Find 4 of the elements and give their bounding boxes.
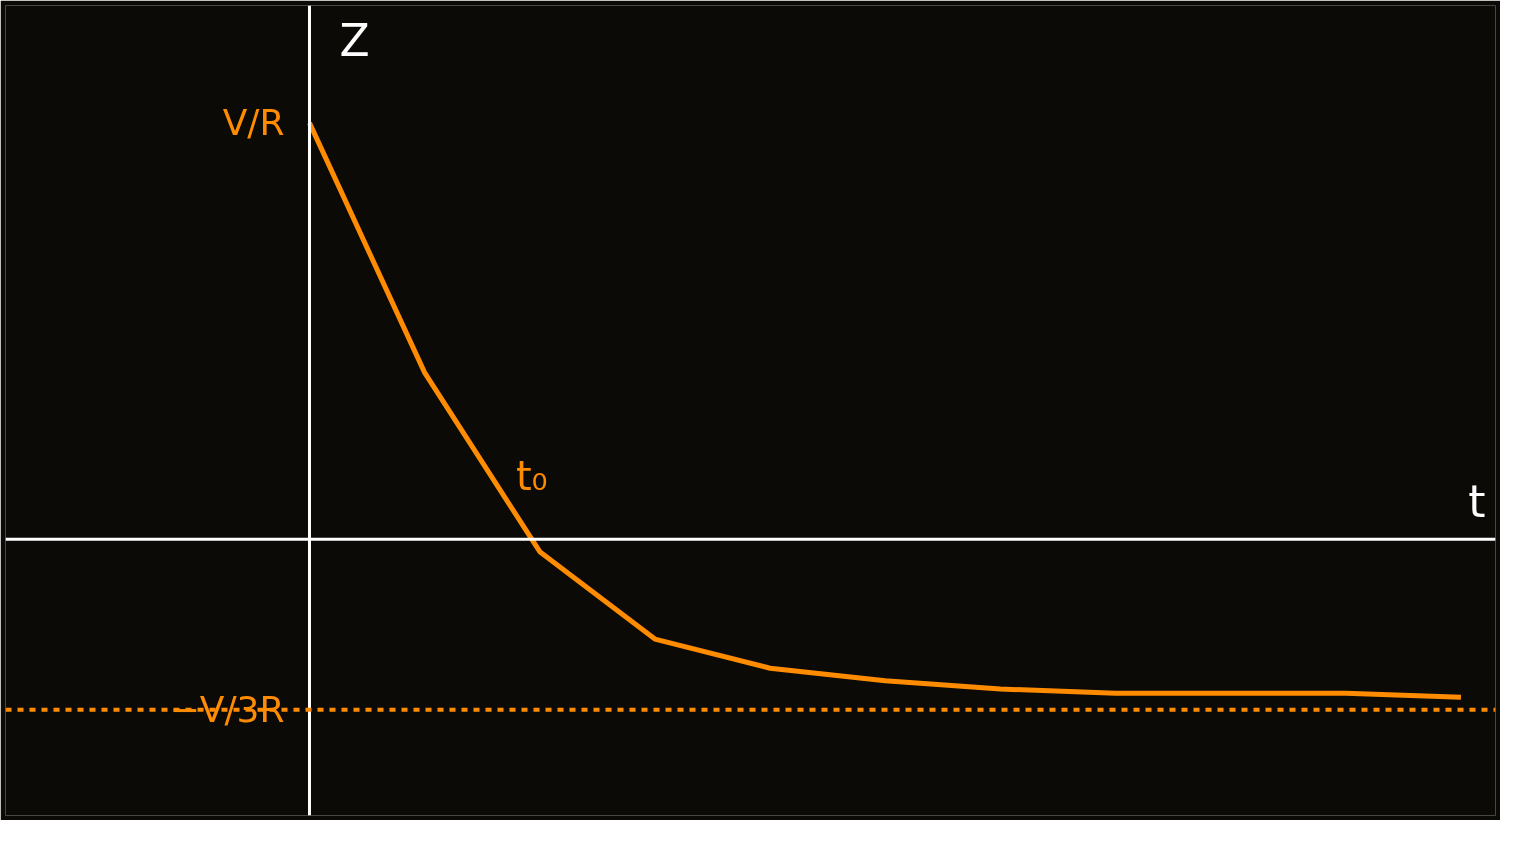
y-axis-title: Z	[339, 14, 370, 66]
annotation: t₀	[515, 453, 548, 500]
annotation: V/R	[222, 102, 285, 144]
x-axis-title: t	[1468, 476, 1486, 528]
